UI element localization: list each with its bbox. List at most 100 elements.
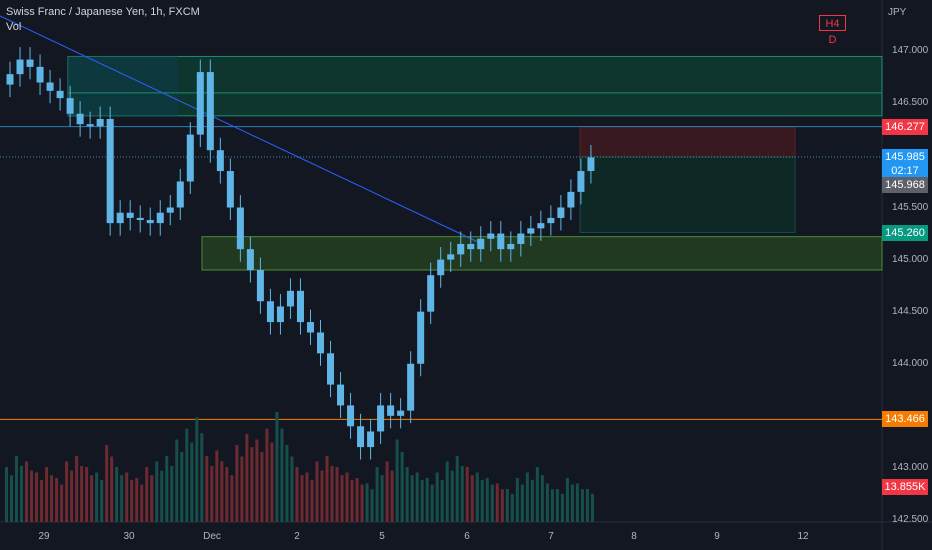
volume-bar xyxy=(415,472,419,522)
volume-bar xyxy=(225,467,229,522)
candle xyxy=(457,243,465,255)
volume-bar xyxy=(350,479,354,522)
volume-bar xyxy=(110,456,114,522)
candle xyxy=(176,181,184,208)
volume-bar xyxy=(385,461,389,522)
current-price-label: 145.985 xyxy=(882,148,928,165)
volume-bar xyxy=(310,479,314,522)
entry-price-label: 145.968 xyxy=(882,176,928,193)
candle xyxy=(146,220,154,224)
volume-bar xyxy=(105,445,109,522)
candle xyxy=(357,426,365,448)
volume-bar xyxy=(170,465,174,522)
volume-indicator-label[interactable]: Vol xyxy=(6,21,22,33)
time-tick-label: 7 xyxy=(548,531,554,542)
volume-bar xyxy=(120,475,124,522)
time-tick-label: Dec xyxy=(203,531,221,542)
volume-bar xyxy=(465,467,469,522)
candle xyxy=(507,243,515,250)
candle xyxy=(256,270,264,302)
price-tick-label: 147.000 xyxy=(892,45,929,57)
time-tick-label: 29 xyxy=(38,531,50,542)
volume-bar xyxy=(20,465,24,522)
volume-bar xyxy=(10,475,14,522)
volume-bar xyxy=(435,472,439,522)
price-tick-label: 145.500 xyxy=(892,201,929,213)
volume-bar xyxy=(570,484,574,522)
candle xyxy=(347,405,355,427)
volume-bar xyxy=(525,472,529,522)
target-zone xyxy=(579,156,796,234)
volume-bar xyxy=(130,479,134,522)
candle xyxy=(156,212,164,224)
time-tick-label: 30 xyxy=(123,531,135,542)
volume-bar xyxy=(210,465,214,522)
volume-bar xyxy=(245,434,249,522)
volume-bar xyxy=(555,489,559,522)
timeframe-badge[interactable]: H4 D xyxy=(819,15,846,46)
price-tick-label: 144.000 xyxy=(892,357,929,369)
volume-bar xyxy=(510,493,514,522)
time-tick-label: 2 xyxy=(294,531,300,542)
volume-bar xyxy=(325,456,329,522)
candle xyxy=(66,98,74,114)
candle xyxy=(316,332,325,354)
candle xyxy=(547,217,555,224)
candle xyxy=(6,74,14,85)
volume-bar xyxy=(315,461,319,522)
volume-bar xyxy=(420,479,424,522)
candle xyxy=(417,311,425,364)
volume-bar xyxy=(25,461,29,522)
candle xyxy=(427,275,435,312)
volume-bar xyxy=(425,478,429,522)
candle xyxy=(106,118,114,224)
candle xyxy=(306,322,314,333)
volume-bar xyxy=(390,470,394,522)
candle xyxy=(86,124,94,127)
volume-bar xyxy=(320,470,324,522)
volume-bar xyxy=(280,428,284,522)
volume-bar xyxy=(125,472,129,522)
candle xyxy=(367,431,375,448)
candle xyxy=(587,157,595,172)
volume-bar xyxy=(365,483,369,522)
volume-bar xyxy=(55,478,59,522)
support-zone xyxy=(201,236,883,271)
price-tick-label: 146.500 xyxy=(892,97,929,109)
target-price-label: 145.260 xyxy=(882,224,928,241)
volume-bar xyxy=(200,433,204,522)
candle xyxy=(266,301,274,323)
volume-bar xyxy=(75,456,79,522)
candle xyxy=(437,259,445,276)
candle xyxy=(236,207,244,250)
volume-bar xyxy=(375,467,379,522)
volume-bar xyxy=(140,484,144,522)
volume-bar xyxy=(255,439,259,522)
resistance-zone-overlap xyxy=(68,56,178,116)
volume-bar xyxy=(360,484,364,522)
volume-bar xyxy=(470,475,474,522)
volume-bar xyxy=(530,479,534,522)
volume-bar xyxy=(560,493,564,522)
time-tick-label: 9 xyxy=(714,531,720,542)
volume-bar xyxy=(290,456,294,522)
volume-bar xyxy=(260,451,264,522)
volume-bar xyxy=(585,489,589,522)
volume-bar xyxy=(400,451,404,522)
volume-bar xyxy=(165,456,169,522)
volume-bar xyxy=(185,428,189,522)
candle xyxy=(96,118,104,127)
candle xyxy=(327,353,335,385)
volume-bar xyxy=(60,484,64,522)
volume-bar xyxy=(370,489,374,522)
candle xyxy=(186,134,194,182)
volume-bar xyxy=(450,470,454,522)
volume-bar xyxy=(45,467,49,522)
volume-bar xyxy=(500,489,504,522)
volume-bar xyxy=(175,439,179,522)
volume-bar xyxy=(205,456,209,522)
volume-bar xyxy=(150,475,154,522)
volume-bar xyxy=(480,479,484,522)
candle xyxy=(16,59,24,75)
